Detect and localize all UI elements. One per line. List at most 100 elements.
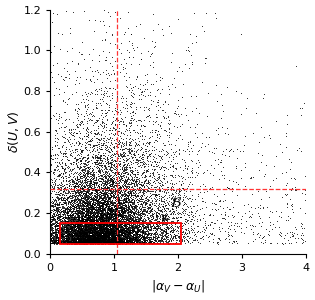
Point [93, 197, 98, 202]
Point [141, 235, 146, 240]
Point [171, 169, 176, 173]
Point [78, 208, 83, 213]
Point [85, 240, 90, 245]
Point [139, 235, 144, 239]
Point [138, 194, 143, 199]
Point [96, 237, 101, 242]
Point [116, 237, 121, 242]
Point [106, 237, 111, 242]
Point [77, 226, 82, 231]
Point [109, 189, 114, 194]
Point [188, 228, 193, 232]
Point [54, 220, 60, 225]
Point [50, 153, 55, 158]
Point [117, 219, 122, 224]
Point [90, 144, 95, 148]
Point [87, 188, 92, 193]
Point [129, 218, 134, 223]
Point [99, 235, 104, 239]
Point [102, 166, 107, 171]
Point [56, 225, 61, 230]
Point [120, 234, 125, 239]
Point [82, 238, 87, 242]
Point [140, 137, 145, 142]
Point [100, 238, 105, 242]
Point [175, 231, 180, 236]
Point [117, 122, 122, 126]
Point [133, 226, 138, 231]
Point [78, 184, 83, 189]
Point [88, 202, 93, 207]
Point [125, 206, 130, 210]
Point [152, 160, 158, 165]
Point [165, 235, 170, 239]
Point [216, 224, 221, 229]
Point [81, 201, 86, 206]
Point [284, 205, 289, 209]
Point [126, 155, 131, 160]
Point [122, 231, 127, 236]
Point [83, 220, 88, 224]
Point [68, 230, 73, 235]
Point [95, 236, 100, 241]
Point [146, 210, 151, 215]
Point [69, 202, 74, 207]
Point [102, 220, 107, 225]
Point [90, 209, 95, 214]
Point [83, 172, 88, 177]
Point [98, 189, 103, 194]
Point [89, 234, 94, 239]
Point [82, 239, 87, 244]
Point [56, 201, 61, 206]
Point [99, 236, 104, 240]
Point [89, 220, 94, 225]
Point [224, 236, 229, 241]
Point [64, 205, 69, 210]
Point [49, 230, 54, 235]
Point [103, 231, 108, 236]
Point [90, 201, 95, 206]
Point [100, 234, 106, 239]
Point [101, 226, 106, 230]
Point [216, 241, 221, 246]
Point [68, 228, 73, 233]
Point [56, 222, 61, 226]
Point [137, 96, 142, 101]
Point [87, 236, 92, 241]
Point [110, 226, 115, 230]
Point [69, 214, 74, 219]
Point [167, 165, 172, 170]
Point [105, 188, 110, 193]
Point [165, 113, 170, 118]
Point [119, 172, 124, 176]
Point [129, 221, 134, 226]
Point [86, 220, 91, 225]
Point [110, 235, 115, 240]
Point [261, 205, 266, 209]
Point [60, 151, 65, 155]
Point [116, 241, 121, 246]
Point [141, 233, 146, 238]
Point [162, 207, 167, 212]
Point [91, 233, 96, 238]
Point [180, 157, 185, 162]
Point [115, 172, 120, 177]
Point [126, 125, 131, 130]
Point [81, 113, 86, 118]
Point [130, 85, 135, 89]
Point [145, 86, 150, 91]
Point [113, 205, 118, 210]
Point [115, 232, 120, 237]
Point [181, 200, 186, 205]
Point [98, 232, 103, 237]
Point [125, 224, 130, 229]
Point [81, 210, 86, 215]
Point [102, 234, 107, 239]
Point [85, 189, 90, 194]
Point [172, 188, 177, 193]
Point [111, 241, 116, 246]
Point [51, 167, 56, 172]
Point [122, 200, 127, 205]
Point [113, 182, 118, 187]
Point [93, 238, 98, 243]
